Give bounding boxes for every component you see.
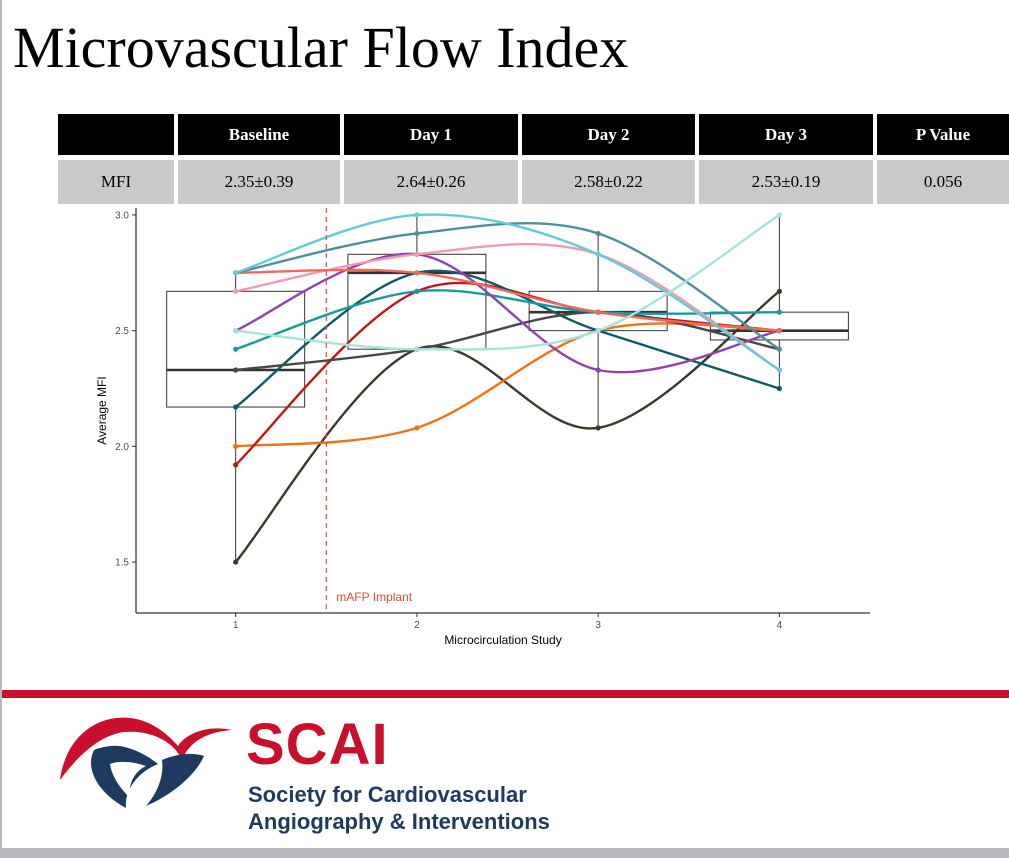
table-header-blank xyxy=(58,114,174,155)
data-point-s11-x1 xyxy=(233,270,239,276)
mfi-chart: mAFP Implant 1.5 2.0 2.5 3.0 1 2 3 4 Microcircul… xyxy=(95,208,870,647)
boxplots xyxy=(166,214,849,563)
table-cell-label: MFI xyxy=(58,160,174,204)
data-point-s6-x4 xyxy=(776,309,782,315)
data-point-s3-x1 xyxy=(233,462,239,468)
series-lines xyxy=(234,213,781,564)
y-axis-label: Average MFI xyxy=(95,376,109,444)
scai-subtitle-line2: Angiography & Interventions xyxy=(248,809,550,834)
data-point-s4-x1 xyxy=(233,404,239,410)
data-point-s1-x1 xyxy=(233,559,239,565)
data-point-s12-x2 xyxy=(414,346,420,352)
x-tick-label-1: 1 xyxy=(233,620,239,631)
scai-subtitle-line1: Society for Cardiovascular xyxy=(248,782,527,807)
series-line-7 xyxy=(234,252,781,374)
data-point-s6-x1 xyxy=(233,346,239,352)
series-line-5 xyxy=(234,310,781,372)
data-point-s5-x1 xyxy=(233,367,239,373)
table-header-baseline: Baseline xyxy=(178,114,340,155)
data-point-s9-x4 xyxy=(776,328,782,334)
data-point-s12-x4 xyxy=(776,212,782,218)
series-line-11 xyxy=(234,213,781,372)
x-tick-label-3: 3 xyxy=(595,620,601,631)
y-tick-label-2.5: 2.5 xyxy=(115,326,129,337)
y-tick-label-3.0: 3.0 xyxy=(115,210,129,221)
data-point-s12-x1 xyxy=(233,328,239,334)
x-axis-label: Microcirculation Study xyxy=(444,633,561,647)
table-cell-pvalue: 0.056 xyxy=(877,160,1009,204)
axes: 1.5 2.0 2.5 3.0 1 2 3 4 Microcirculation Study Av… xyxy=(95,208,870,647)
x-tick-label-4: 4 xyxy=(777,620,783,631)
series-line-1 xyxy=(234,290,781,564)
data-point-s1-x4 xyxy=(776,288,782,294)
data-point-s8-x2 xyxy=(414,251,420,257)
y-tick-label-1.5: 1.5 xyxy=(115,558,129,569)
series-points xyxy=(233,212,782,565)
y-tick-label-2.0: 2.0 xyxy=(115,442,129,453)
data-point-s10-x2 xyxy=(414,230,420,237)
slide-title: Microvascular Flow Index xyxy=(13,15,629,80)
table-cell-day3: 2.53±0.19 xyxy=(699,160,873,204)
table-cell-day1: 2.64±0.26 xyxy=(344,160,518,204)
data-point-s1-x3 xyxy=(595,425,601,431)
series-line-10 xyxy=(234,222,781,351)
x-tick-label-2: 2 xyxy=(414,620,420,631)
data-point-s11-x3 xyxy=(595,251,601,257)
table-cell-day2: 2.58±0.22 xyxy=(522,160,695,204)
data-point-s2-x1 xyxy=(233,443,239,449)
table-cell-baseline: 2.35±0.39 xyxy=(178,160,340,204)
series-line-9 xyxy=(234,268,781,332)
brand-divider xyxy=(2,690,1009,698)
data-point-s2-x2 xyxy=(414,425,420,431)
data-point-s4-x4 xyxy=(776,385,782,392)
data-point-s10-x3 xyxy=(595,230,601,237)
table-header-day3: Day 3 xyxy=(699,114,873,155)
implant-marker-label: mAFP Implant xyxy=(336,590,412,604)
data-point-s11-x4 xyxy=(776,367,782,373)
scai-heart-logo-icon xyxy=(60,717,232,808)
data-point-s9-x2 xyxy=(414,270,420,276)
data-point-s9-x3 xyxy=(595,309,601,315)
annotation-layer: mAFP Implant xyxy=(325,208,413,613)
data-point-s6-x2 xyxy=(414,288,420,294)
data-point-s12-x3 xyxy=(595,328,601,334)
data-point-s7-x3 xyxy=(595,367,601,373)
table-header-day1: Day 1 xyxy=(344,114,518,155)
table-header-day2: Day 2 xyxy=(522,114,695,155)
table-header-pvalue: P Value xyxy=(877,114,1009,155)
scai-wordmark: SCAI xyxy=(246,712,389,777)
data-point-s10-x4 xyxy=(776,346,782,352)
series-line-8 xyxy=(234,243,781,372)
data-point-s11-x2 xyxy=(414,212,420,218)
data-point-s8-x1 xyxy=(233,288,239,294)
series-line-12 xyxy=(234,213,781,351)
